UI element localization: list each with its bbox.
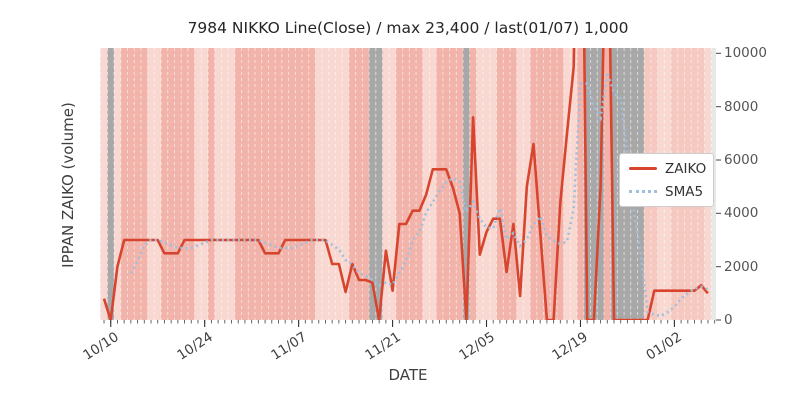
background-band — [208, 48, 215, 320]
background-band — [194, 48, 202, 320]
x-axis-label: DATE — [388, 366, 428, 384]
background-band — [362, 48, 370, 320]
background-band — [463, 48, 470, 320]
background-band — [543, 48, 551, 320]
background-band — [496, 48, 504, 320]
background-band — [161, 48, 168, 320]
y-tick-label: 6000 — [724, 152, 759, 168]
background-band — [483, 48, 490, 320]
background-band — [416, 48, 423, 320]
background-band — [127, 48, 135, 320]
background-band — [510, 48, 517, 320]
background-band — [476, 48, 484, 320]
legend-entry-zaiko: ZAIKO — [629, 161, 713, 177]
legend: ZAIKO SMA5 — [619, 153, 714, 207]
background-band — [221, 48, 229, 320]
series-lines — [102, 48, 709, 320]
background-band — [389, 48, 396, 320]
background-band — [328, 48, 336, 320]
y-tick-label: 10000 — [724, 45, 767, 62]
background-band — [342, 48, 349, 320]
background-band — [268, 48, 276, 320]
legend-label-zaiko: ZAIKO — [665, 160, 707, 177]
background-band — [261, 48, 269, 320]
zaiko-line — [102, 48, 709, 320]
background-band — [563, 48, 571, 320]
background-band — [214, 48, 222, 320]
background-band — [281, 48, 289, 320]
background-band — [248, 48, 256, 320]
background-band — [550, 48, 557, 320]
background-band — [275, 48, 282, 320]
background-band — [583, 48, 591, 320]
background-band — [181, 48, 188, 320]
background-band — [147, 48, 155, 320]
background-band — [355, 48, 363, 320]
background-band — [577, 48, 584, 320]
background-band — [288, 48, 296, 320]
background-band — [489, 48, 497, 320]
y-tick-label: 2000 — [724, 258, 759, 275]
background-band — [375, 48, 383, 320]
background-band — [395, 48, 403, 320]
background-band — [382, 48, 390, 320]
background-band — [516, 48, 524, 320]
background-band — [241, 48, 249, 320]
background-band — [369, 48, 376, 320]
background-band — [530, 48, 537, 320]
axis-ticks — [103, 52, 721, 327]
zaiko-line-swatch — [629, 167, 657, 170]
background-band — [187, 48, 195, 320]
background-band — [409, 48, 417, 320]
background-band — [154, 48, 162, 320]
y-tick-label: 8000 — [724, 98, 759, 115]
background-band — [503, 48, 510, 320]
background-band — [402, 48, 410, 320]
background-band — [449, 48, 457, 320]
background-band — [315, 48, 323, 320]
background-band — [295, 48, 302, 320]
background-band — [201, 48, 209, 320]
background-band — [140, 48, 148, 320]
background-band — [436, 48, 443, 320]
background-band — [422, 48, 430, 320]
background-band — [134, 48, 141, 320]
background-band — [556, 48, 564, 320]
background-band — [234, 48, 242, 320]
background-band — [469, 48, 477, 320]
background-band — [335, 48, 343, 320]
background-band — [167, 48, 175, 320]
background-band — [120, 48, 128, 320]
background-band — [590, 48, 598, 320]
background-band — [348, 48, 356, 320]
legend-label-sma5: SMA5 — [665, 183, 704, 200]
background-band — [456, 48, 464, 320]
legend-entry-sma5: SMA5 — [629, 184, 713, 200]
background-band — [570, 48, 578, 320]
background-band — [322, 48, 329, 320]
background-band — [228, 48, 235, 320]
background-band — [429, 48, 437, 320]
background-band — [536, 48, 544, 320]
background-band — [174, 48, 182, 320]
background-band — [255, 48, 262, 320]
background-band — [610, 48, 618, 320]
chart-title: 7984 NIKKO Line(Close) / max 23,400 / la… — [187, 19, 629, 37]
y-tick-label: 4000 — [724, 205, 759, 222]
background-band — [100, 48, 108, 320]
y-tick-label: 0 — [724, 312, 733, 328]
calendar-bands — [100, 48, 712, 320]
background-band — [603, 48, 611, 320]
background-band — [301, 48, 309, 320]
sma5-dots-swatch — [629, 190, 657, 193]
background-band — [308, 48, 316, 320]
background-band — [114, 48, 121, 320]
background-band — [107, 48, 115, 320]
